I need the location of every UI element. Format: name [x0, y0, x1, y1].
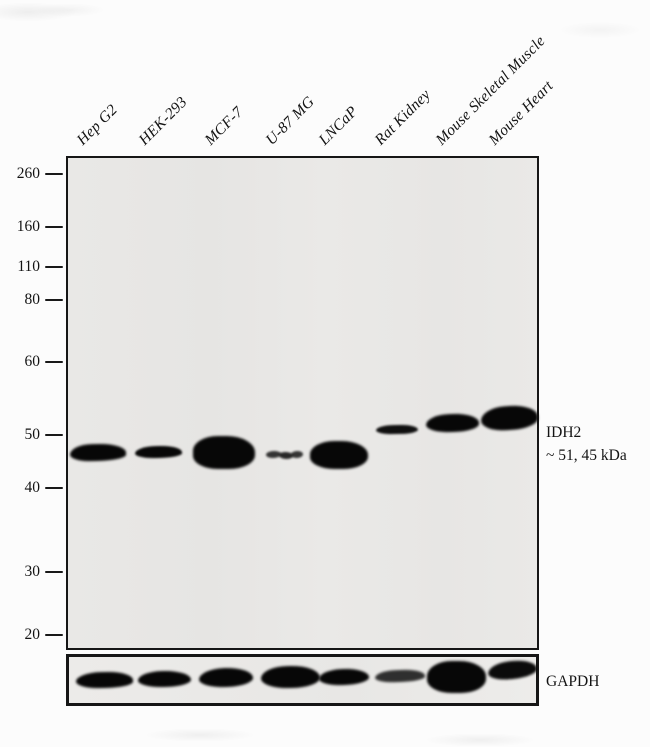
mw-marker-tick — [45, 225, 63, 229]
mw-marker-value: 60 — [24, 353, 41, 370]
mw-marker-value: 20 — [24, 626, 41, 643]
lane-label: HEK-293 — [135, 93, 191, 149]
target-annotation: IDH2 ~ 51, 45 kDa — [546, 421, 627, 467]
mw-marker: 20 — [4, 626, 63, 644]
mw-marker-tick — [45, 172, 63, 176]
loading-control-label: GAPDH — [546, 673, 600, 690]
mw-marker: 40 — [4, 479, 63, 497]
mw-marker-tick — [45, 433, 63, 437]
mw-marker-tick — [45, 633, 63, 637]
mw-marker-value: 260 — [16, 165, 40, 182]
mw-marker-tick — [45, 265, 63, 269]
mw-marker-value: 160 — [16, 218, 40, 235]
mw-marker-value: 110 — [17, 258, 40, 275]
mw-marker-tick — [45, 360, 63, 364]
lane-label: MCF-7 — [201, 103, 247, 149]
lane-label: LNCaP — [315, 102, 362, 149]
mw-marker: 80 — [4, 291, 63, 309]
target-weight: ~ 51, 45 kDa — [546, 447, 627, 464]
mw-marker-tick — [45, 486, 63, 490]
lane-labels: Hep G2 HEK-293 MCF-7 U-87 MG LNCaP Rat Kidney… — [0, 0, 650, 156]
lane-label: U-87 MG — [262, 93, 318, 149]
mw-marker-value: 40 — [24, 479, 41, 496]
mw-marker-tick — [45, 570, 63, 574]
mw-markers: 260 160 110 80 60 50 40 30 20 — [0, 0, 66, 747]
mw-marker: 160 — [4, 218, 63, 236]
lane-label: Rat Kidney — [371, 86, 435, 149]
mw-marker-value: 80 — [24, 291, 41, 308]
idh2-blot-panel — [66, 156, 539, 650]
mw-marker-tick — [45, 298, 63, 302]
mw-marker: 260 — [4, 165, 63, 183]
target-name: IDH2 — [546, 424, 582, 441]
mw-marker-value: 30 — [24, 563, 41, 580]
mw-marker-value: 50 — [24, 426, 41, 443]
mw-marker: 50 — [4, 426, 63, 444]
gapdh-blot-panel — [66, 654, 539, 706]
mw-marker: 110 — [4, 258, 63, 276]
mw-marker: 60 — [4, 353, 63, 371]
mw-marker: 30 — [4, 563, 63, 581]
lane-label: Hep G2 — [73, 101, 121, 149]
